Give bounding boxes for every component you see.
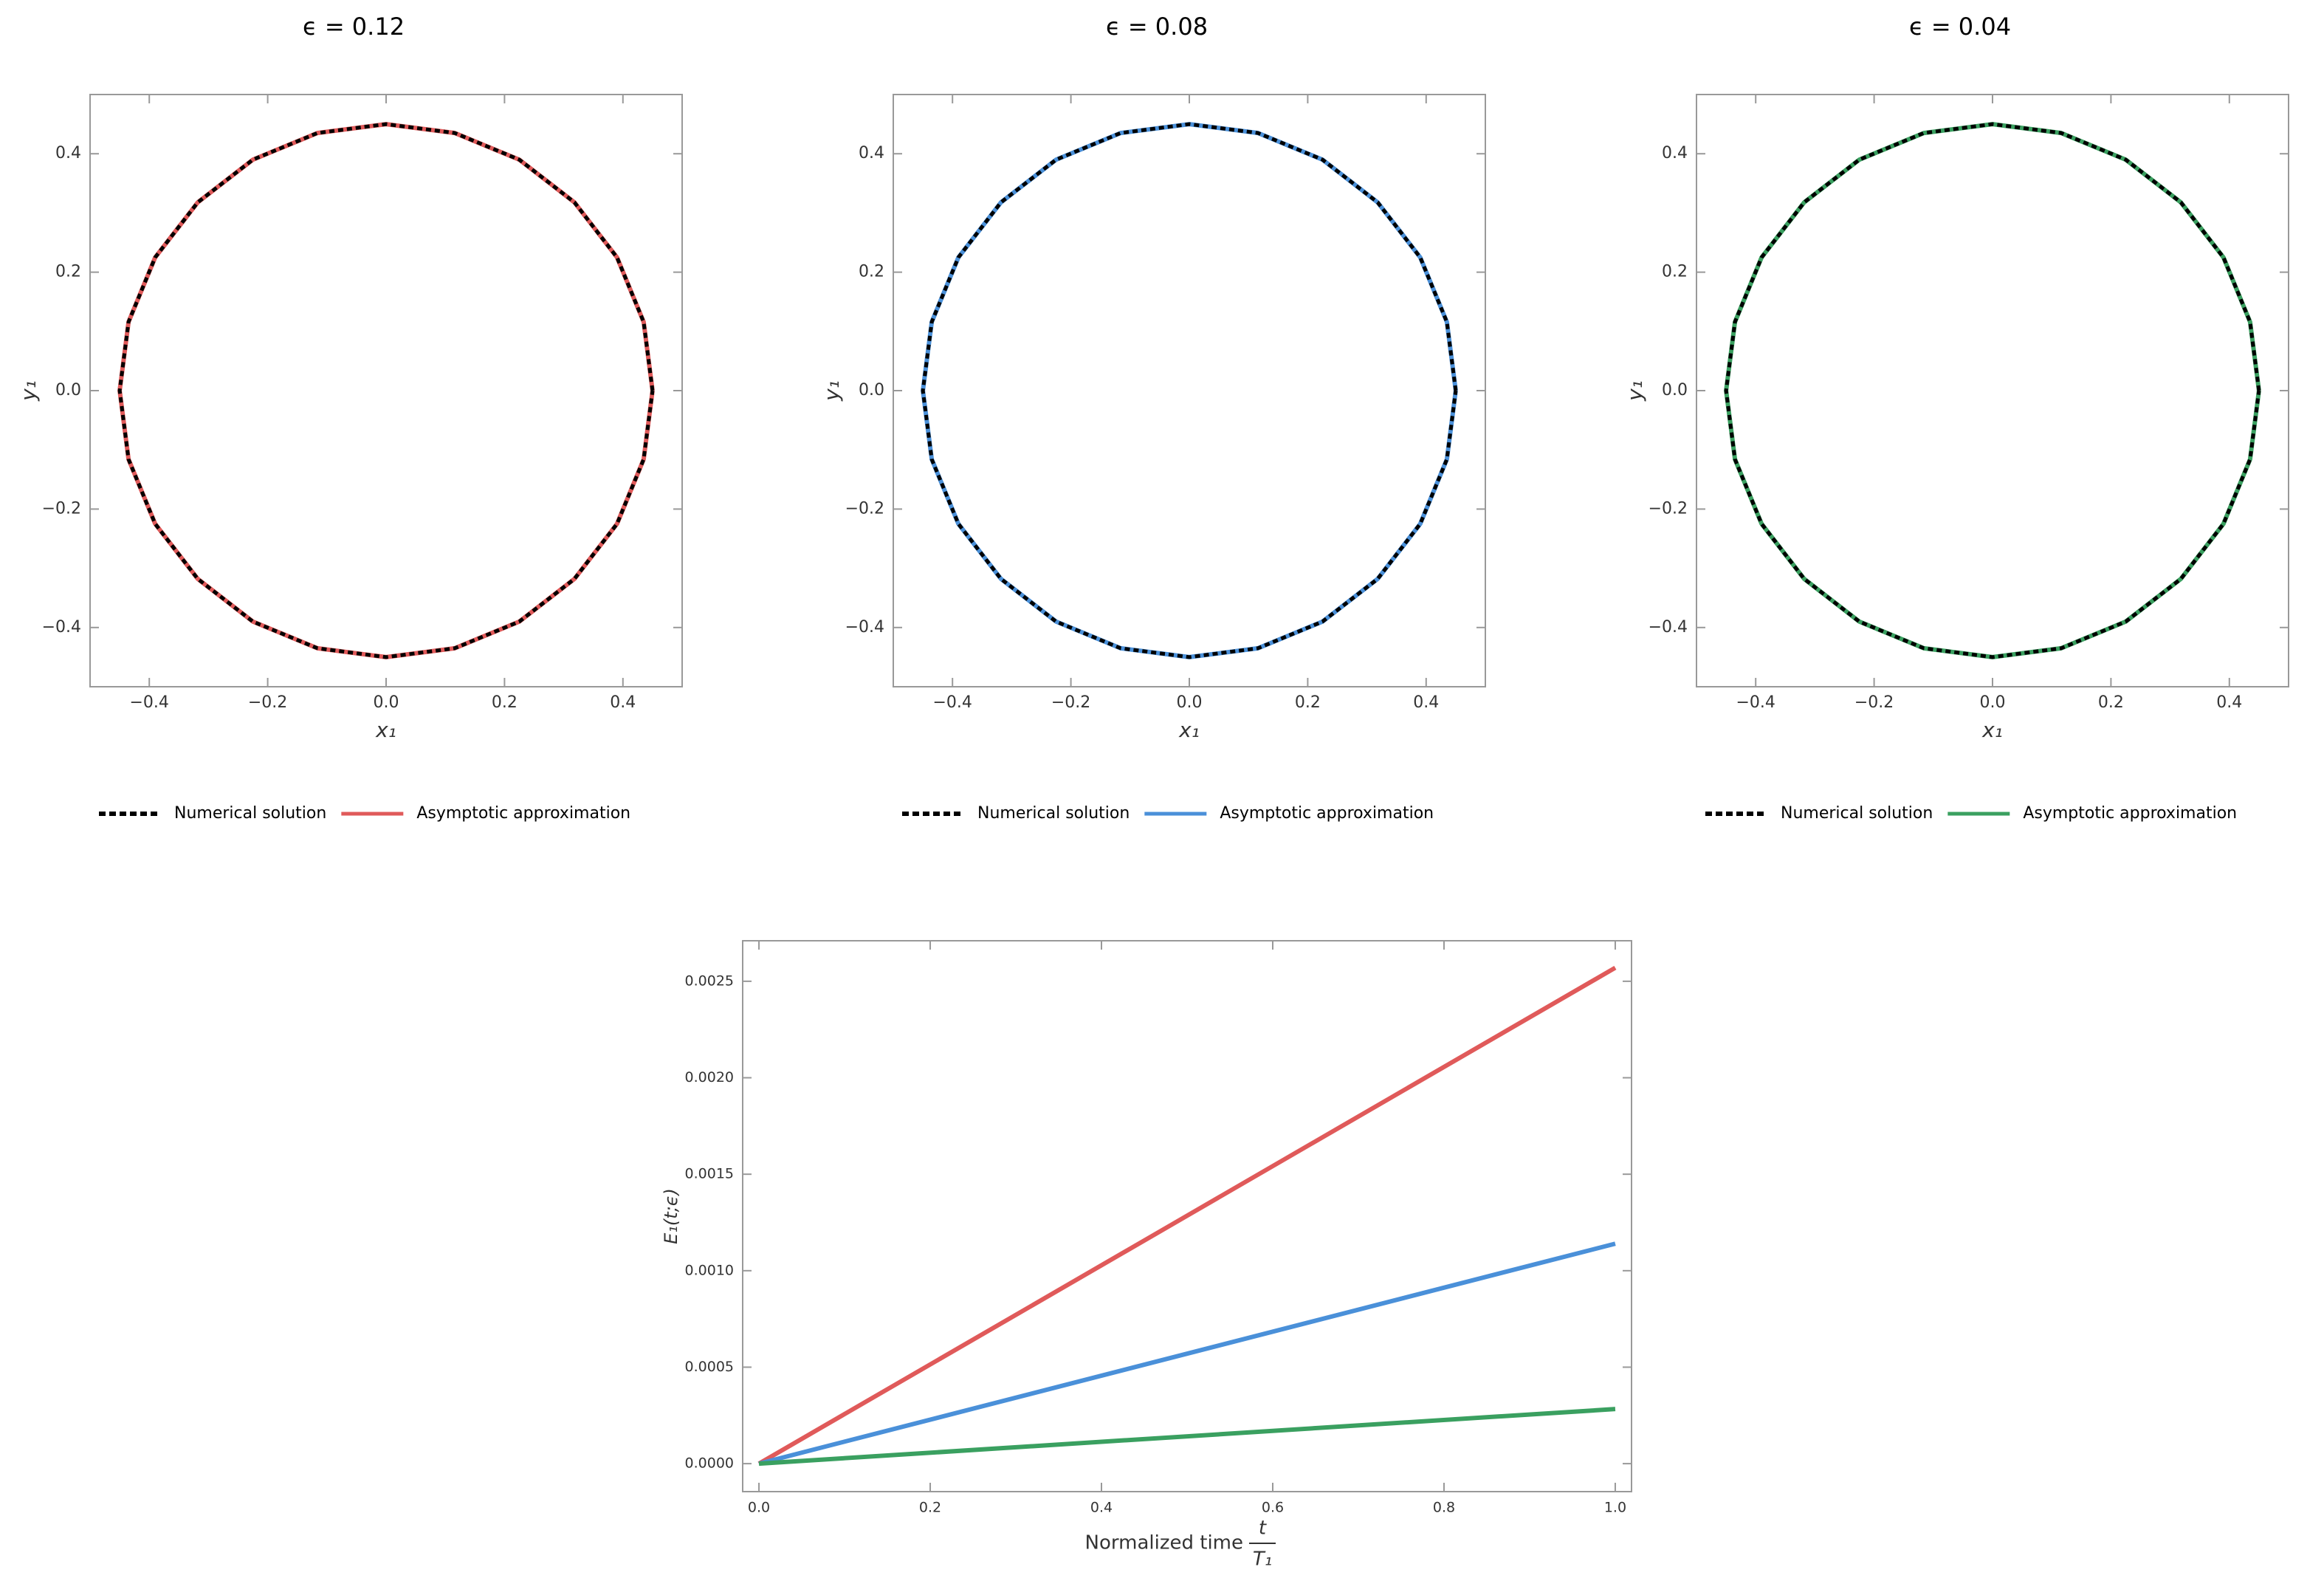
y-tick-label: 0.4 bbox=[859, 144, 884, 162]
legend-label: Numerical solution bbox=[1781, 804, 1933, 823]
x-tick-label: 0.4 bbox=[2216, 693, 2242, 712]
x-axis-label: x₁ bbox=[1178, 718, 1200, 742]
x-tick-label: 0.4 bbox=[1090, 1500, 1113, 1516]
series-line bbox=[921, 122, 1458, 659]
y-tick-label: 0.0010 bbox=[685, 1262, 734, 1278]
x-tick-label: 0.4 bbox=[1413, 693, 1439, 712]
x-tick-label: −0.2 bbox=[248, 693, 287, 712]
x-tick-label: 0.2 bbox=[1295, 693, 1321, 712]
x-tick-label: 0.0 bbox=[1980, 693, 2006, 712]
y-tick-label: −0.2 bbox=[42, 499, 81, 518]
x-tick-label: 0.4 bbox=[610, 693, 636, 712]
x-tick-label: −0.2 bbox=[1051, 693, 1090, 712]
x-axis-label-numerator: t bbox=[1259, 1517, 1267, 1540]
series-line bbox=[758, 1241, 1616, 1467]
chart-title: ϵ = 0.08 bbox=[1106, 13, 1208, 41]
y-axis-label: y₁ bbox=[1623, 380, 1647, 402]
x-tick-label: 0.0 bbox=[748, 1500, 770, 1516]
y-tick-label: 0.0000 bbox=[685, 1455, 734, 1472]
x-axis-label: Normalized time bbox=[1085, 1532, 1243, 1554]
y-tick-label: 0.0 bbox=[859, 381, 884, 399]
y-tick-label: 0.2 bbox=[55, 263, 81, 281]
y-tick-label: 0.4 bbox=[55, 144, 81, 162]
legend-label: Numerical solution bbox=[977, 804, 1130, 823]
x-tick-label: −0.4 bbox=[129, 693, 168, 712]
y-tick-label: 0.0 bbox=[55, 381, 81, 399]
series-line bbox=[117, 122, 655, 659]
x-tick-label: 0.8 bbox=[1433, 1500, 1455, 1516]
x-tick-label: −0.2 bbox=[1854, 693, 1894, 712]
y-tick-label: −0.4 bbox=[845, 618, 884, 637]
legend-label: Numerical solution bbox=[174, 804, 326, 823]
x-tick-label: 0.2 bbox=[2098, 693, 2124, 712]
y-tick-label: −0.4 bbox=[42, 618, 81, 637]
y-axis-label: E₁(t;ϵ) bbox=[661, 1188, 681, 1244]
x-tick-label: 0.0 bbox=[374, 693, 399, 712]
y-tick-label: 0.4 bbox=[1662, 144, 1688, 162]
x-axis-label: x₁ bbox=[375, 718, 396, 742]
legend-label: Asymptotic approximation bbox=[1220, 804, 1434, 823]
plot-frame bbox=[89, 94, 683, 687]
y-tick-label: 0.0005 bbox=[685, 1359, 734, 1375]
plot-frame bbox=[742, 940, 1632, 1492]
series-line bbox=[921, 122, 1458, 659]
y-axis-label: y₁ bbox=[819, 380, 844, 402]
y-tick-label: 0.0 bbox=[1662, 381, 1688, 399]
x-tick-label: 0.2 bbox=[919, 1500, 941, 1516]
series-line bbox=[758, 1407, 1616, 1467]
series-line bbox=[117, 122, 655, 659]
y-tick-label: −0.2 bbox=[1649, 499, 1688, 518]
chart-title: ϵ = 0.12 bbox=[303, 13, 405, 41]
plot-frame bbox=[893, 94, 1486, 687]
series-line bbox=[1724, 122, 2261, 659]
x-tick-label: −0.4 bbox=[1736, 693, 1775, 712]
x-tick-label: 0.6 bbox=[1262, 1500, 1284, 1516]
y-tick-label: −0.2 bbox=[845, 499, 884, 518]
x-tick-label: 0.0 bbox=[1177, 693, 1203, 712]
y-tick-label: −0.4 bbox=[1649, 618, 1688, 637]
y-axis-label: y₁ bbox=[16, 380, 41, 402]
y-tick-label: 0.0015 bbox=[685, 1166, 734, 1182]
x-tick-label: 0.2 bbox=[492, 693, 518, 712]
series-line bbox=[1724, 122, 2261, 659]
y-tick-label: 0.2 bbox=[859, 263, 884, 281]
y-tick-label: 0.2 bbox=[1662, 263, 1688, 281]
x-axis-label: x₁ bbox=[1981, 718, 2003, 742]
y-tick-label: 0.0025 bbox=[685, 973, 734, 989]
legend-label: Asymptotic approximation bbox=[2023, 804, 2237, 823]
chart-title: ϵ = 0.04 bbox=[1909, 13, 2011, 41]
x-tick-label: −0.4 bbox=[932, 693, 972, 712]
y-tick-label: 0.0020 bbox=[685, 1069, 734, 1085]
x-tick-label: 1.0 bbox=[1604, 1500, 1626, 1516]
series-line bbox=[757, 965, 1617, 1466]
x-axis-label-denominator: T₁ bbox=[1253, 1548, 1272, 1571]
legend-label: Asymptotic approximation bbox=[416, 804, 630, 823]
plot-frame bbox=[1696, 94, 2289, 687]
